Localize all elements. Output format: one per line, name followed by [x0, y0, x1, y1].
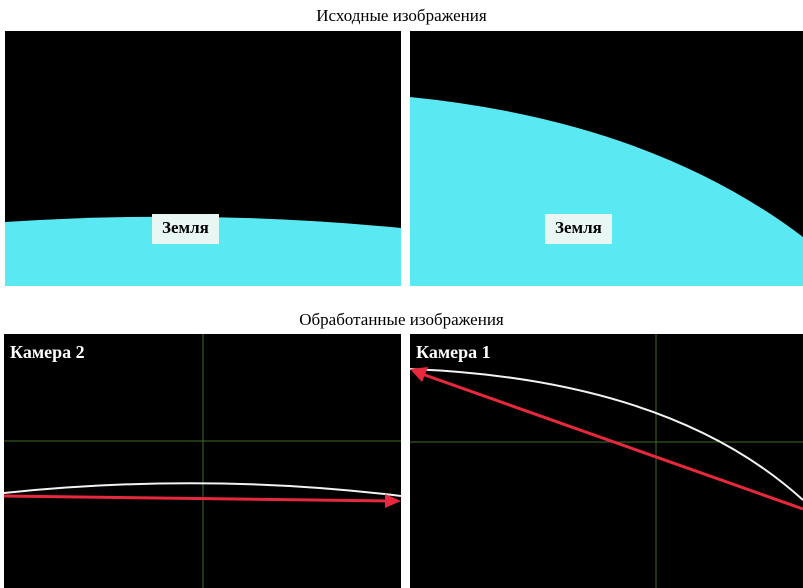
earth-horizon-right — [410, 97, 803, 286]
camera-1-label: Камера 1 — [416, 342, 491, 362]
processed-image-camera-2: Камера 2 — [4, 334, 401, 588]
earth-horizon-left — [5, 216, 401, 286]
processed-plot-camera-1 — [410, 334, 803, 588]
earth-label-right: Земля — [545, 214, 612, 244]
horizon-curve — [4, 482, 401, 497]
processed-images-title: Обработанные изображения — [299, 310, 504, 329]
arrow-head — [385, 494, 401, 508]
arrow-line — [4, 494, 391, 503]
source-images-title: Исходные изображения — [316, 6, 487, 25]
processed-image-camera-1: Камера 1 — [410, 334, 803, 588]
earth-label-left: Земля — [152, 214, 219, 244]
camera-2-label: Камера 2 — [10, 342, 85, 362]
source-image-right: Земля — [410, 31, 803, 286]
arrow-line — [421, 372, 803, 511]
horizon-curve — [410, 368, 803, 501]
processed-plot-camera-2 — [4, 334, 401, 588]
arrow-head — [410, 367, 428, 382]
source-image-left: Земля — [5, 31, 401, 286]
